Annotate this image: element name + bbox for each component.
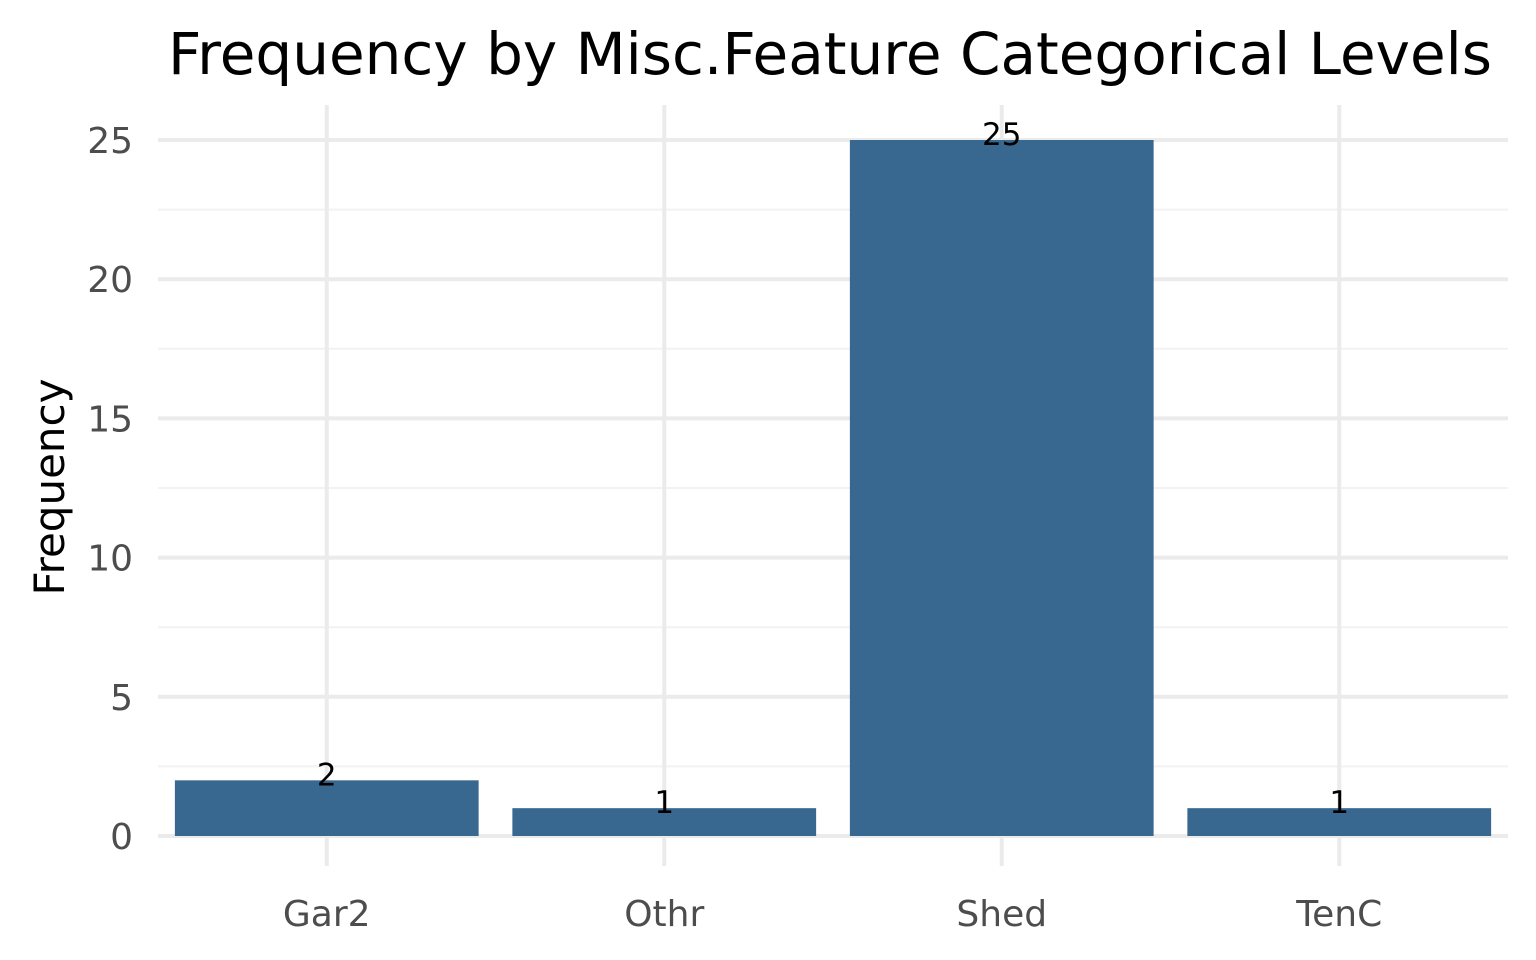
y-axis-ticks: 0 5 10 15 20 25 xyxy=(87,121,133,858)
x-tick-label: Gar2 xyxy=(283,894,371,935)
x-tick-label: Othr xyxy=(624,894,704,935)
y-tick-label: 10 xyxy=(87,539,133,580)
bar-othr xyxy=(512,808,817,836)
bars xyxy=(174,140,1492,836)
x-tick-label: Shed xyxy=(956,894,1047,935)
bar-value-label: 1 xyxy=(654,785,674,821)
y-tick-label: 0 xyxy=(110,817,133,858)
bar-gar2 xyxy=(174,780,479,836)
gridlines xyxy=(158,105,1508,866)
bar-value-label: 1 xyxy=(1329,785,1349,821)
x-axis-ticks: Gar2 Othr Shed TenC xyxy=(283,894,1382,935)
bar-value-label: 25 xyxy=(982,117,1021,153)
y-tick-label: 20 xyxy=(87,260,133,301)
plot-area: 2 1 25 1 xyxy=(158,105,1508,866)
y-tick-label: 5 xyxy=(110,678,133,719)
y-tick-label: 15 xyxy=(87,399,133,440)
bar-tenc xyxy=(1187,808,1492,836)
chart-title: Frequency by Misc.Feature Categorical Le… xyxy=(168,20,1492,88)
x-tick-label: TenC xyxy=(1295,894,1382,935)
bar-value-labels: 2 1 25 1 xyxy=(317,117,1349,821)
bar-shed xyxy=(849,140,1154,836)
y-tick-label: 25 xyxy=(87,121,133,162)
bar-value-label: 2 xyxy=(317,757,337,793)
y-axis-label: Frequency xyxy=(25,379,74,596)
